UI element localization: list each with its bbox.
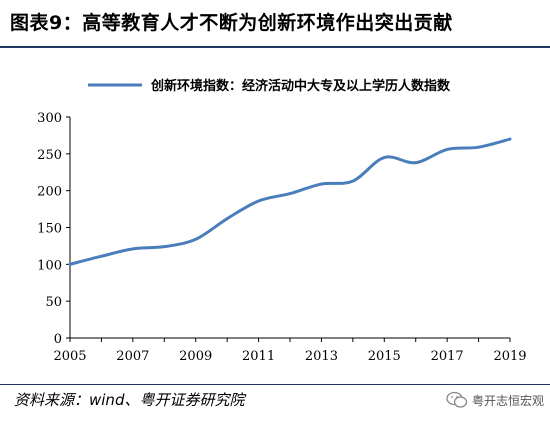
data-point-2013 <box>320 182 323 186</box>
data-point-2009 <box>194 237 198 241</box>
data-point-2006 <box>100 254 103 258</box>
x-tick-label: 2013 <box>305 349 338 364</box>
x-tick-label: 2019 <box>493 349 526 364</box>
y-tick-label: 200 <box>37 185 62 200</box>
legend-label: 创新环境指数：经济活动中大专及以上学历人数指数 <box>150 78 451 94</box>
y-axis-ticks: 0 50 100 150 200 250 300 <box>37 111 70 347</box>
x-tick-label: 2015 <box>368 349 401 364</box>
x-tick-label: 2005 <box>53 349 86 364</box>
source-note: 资料来源：wind、粤开证券研究院 <box>14 391 245 409</box>
watermark: 粤开志恒宏观 <box>446 391 544 409</box>
x-tick-label: 2009 <box>179 349 212 364</box>
data-point-2012 <box>288 192 292 196</box>
data-point-2018 <box>477 145 480 149</box>
data-point-2017 <box>445 148 449 151</box>
data-point-2008 <box>162 245 166 249</box>
line-chart: 创新环境指数：经济活动中大专及以上学历人数指数 0 50 100 150 200 250 3… <box>37 78 527 364</box>
data-point-2005 <box>68 262 72 266</box>
watermark-label: 粤开志恒宏观 <box>471 393 544 408</box>
data-point-2016 <box>414 161 418 165</box>
y-tick-label: 250 <box>37 148 62 163</box>
data-point-2014 <box>351 179 355 183</box>
title-divider <box>0 46 550 48</box>
x-tick-label: 2011 <box>242 349 275 364</box>
data-point-2007 <box>131 247 135 251</box>
series-line <box>68 137 512 266</box>
data-points <box>68 137 512 266</box>
x-tick-label: 2017 <box>431 349 464 364</box>
y-tick-label: 0 <box>54 332 62 347</box>
data-point-2019 <box>508 137 512 141</box>
y-tick-label: 100 <box>37 258 62 273</box>
y-tick-label: 150 <box>37 222 62 237</box>
data-point-2010 <box>225 217 229 221</box>
y-tick-label: 50 <box>45 295 62 310</box>
x-tick-label: 2007 <box>116 349 149 364</box>
source-divider <box>0 384 550 385</box>
legend: 创新环境指数：经济活动中大专及以上学历人数指数 <box>88 78 451 94</box>
data-point-2015 <box>382 156 386 159</box>
wechat-icon <box>446 391 468 408</box>
y-tick-label: 300 <box>37 111 62 126</box>
data-point-2011 <box>257 199 260 203</box>
x-axis-ticks: 2005 2007 2009 2011 2013 2015 2017 2019 <box>53 338 527 364</box>
figure-title: 图表9：高等教育人才不断为创新环境作出突出贡献 <box>10 12 453 34</box>
